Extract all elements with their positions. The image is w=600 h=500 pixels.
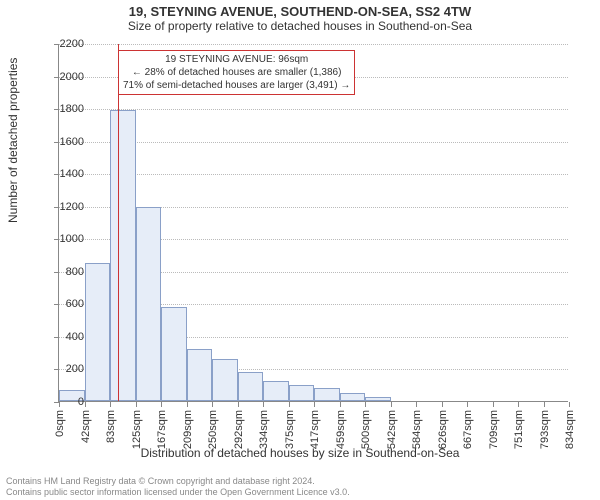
x-tick-label: 42sqm xyxy=(80,410,92,443)
plot-wrap: 19 STEYNING AVENUE: 96sqm ← 28% of detac… xyxy=(58,44,568,402)
x-tick-label: 334sqm xyxy=(258,410,270,449)
x-tick-label: 375sqm xyxy=(284,410,296,449)
x-tick-mark xyxy=(263,402,264,407)
y-tick-label: 1600 xyxy=(44,136,84,148)
x-tick-mark xyxy=(161,402,162,407)
x-tick-mark xyxy=(212,402,213,407)
y-tick-label: 600 xyxy=(44,298,84,310)
annotation-line-2: ← 28% of detached houses are smaller (1,… xyxy=(123,66,350,79)
x-tick-mark xyxy=(518,402,519,407)
histogram-bar xyxy=(161,307,187,401)
chart-title: 19, STEYNING AVENUE, SOUTHEND-ON-SEA, SS… xyxy=(0,0,600,19)
x-tick-label: 500sqm xyxy=(360,410,372,449)
x-tick-label: 751sqm xyxy=(513,410,525,449)
histogram-bar xyxy=(238,372,264,401)
y-tick-label: 1400 xyxy=(44,168,84,180)
x-tick-mark xyxy=(493,402,494,407)
x-tick-label: 250sqm xyxy=(207,410,219,449)
x-tick-label: 417sqm xyxy=(309,410,321,449)
x-tick-label: 292sqm xyxy=(233,410,245,449)
x-tick-label: 584sqm xyxy=(411,410,423,449)
x-tick-label: 542sqm xyxy=(386,410,398,449)
footer: Contains HM Land Registry data © Crown c… xyxy=(0,476,600,498)
x-tick-mark xyxy=(289,402,290,407)
x-tick-mark xyxy=(136,402,137,407)
chart-container: 19, STEYNING AVENUE, SOUTHEND-ON-SEA, SS… xyxy=(0,0,600,500)
x-tick-label: 209sqm xyxy=(182,410,194,449)
x-tick-mark xyxy=(467,402,468,407)
x-tick-mark xyxy=(187,402,188,407)
y-tick-label: 1800 xyxy=(44,103,84,115)
y-tick-label: 1200 xyxy=(44,201,84,213)
x-tick-mark xyxy=(238,402,239,407)
annotation-line-3: 71% of semi-detached houses are larger (… xyxy=(123,79,350,92)
x-tick-mark xyxy=(391,402,392,407)
x-tick-label: 834sqm xyxy=(564,410,576,449)
histogram-bar xyxy=(212,359,238,401)
x-tick-label: 0sqm xyxy=(54,410,66,437)
y-tick-label: 200 xyxy=(44,363,84,375)
x-tick-mark xyxy=(365,402,366,407)
y-tick-label: 2000 xyxy=(44,71,84,83)
histogram-bar xyxy=(187,349,213,401)
y-tick-label: 800 xyxy=(44,266,84,278)
x-tick-label: 459sqm xyxy=(335,410,347,449)
y-tick-label: 0 xyxy=(44,396,84,408)
plot-area xyxy=(58,44,568,402)
annotation-line-1: 19 STEYNING AVENUE: 96sqm xyxy=(123,53,350,66)
x-tick-mark xyxy=(416,402,417,407)
histogram-bar xyxy=(289,385,315,401)
x-tick-label: 793sqm xyxy=(539,410,551,449)
x-tick-mark xyxy=(85,402,86,407)
x-tick-label: 626sqm xyxy=(437,410,449,449)
x-tick-label: 667sqm xyxy=(462,410,474,449)
gridline-h xyxy=(59,44,568,45)
x-tick-label: 167sqm xyxy=(156,410,168,449)
histogram-bar xyxy=(314,388,340,401)
footer-line-2: Contains public sector information licen… xyxy=(6,487,594,498)
x-axis-label: Distribution of detached houses by size … xyxy=(0,446,600,460)
footer-line-1: Contains HM Land Registry data © Crown c… xyxy=(6,476,594,487)
x-tick-mark xyxy=(569,402,570,407)
histogram-bar xyxy=(110,110,136,401)
x-tick-label: 709sqm xyxy=(488,410,500,449)
y-axis-label: Number of detached properties xyxy=(6,58,20,223)
y-tick-label: 1000 xyxy=(44,233,84,245)
histogram-bar xyxy=(136,207,162,401)
chart-subtitle: Size of property relative to detached ho… xyxy=(0,19,600,33)
histogram-bar xyxy=(365,397,391,401)
x-tick-label: 125sqm xyxy=(131,410,143,449)
histogram-bar xyxy=(340,393,366,401)
histogram-bar xyxy=(263,381,289,401)
x-tick-label: 83sqm xyxy=(105,410,117,443)
marker-annotation: 19 STEYNING AVENUE: 96sqm ← 28% of detac… xyxy=(118,50,355,95)
y-tick-label: 400 xyxy=(44,331,84,343)
marker-line xyxy=(118,44,119,401)
x-tick-mark xyxy=(442,402,443,407)
x-tick-mark xyxy=(110,402,111,407)
x-tick-mark xyxy=(314,402,315,407)
y-tick-label: 2200 xyxy=(44,38,84,50)
histogram-bar xyxy=(85,263,111,401)
x-tick-mark xyxy=(544,402,545,407)
x-tick-mark xyxy=(340,402,341,407)
